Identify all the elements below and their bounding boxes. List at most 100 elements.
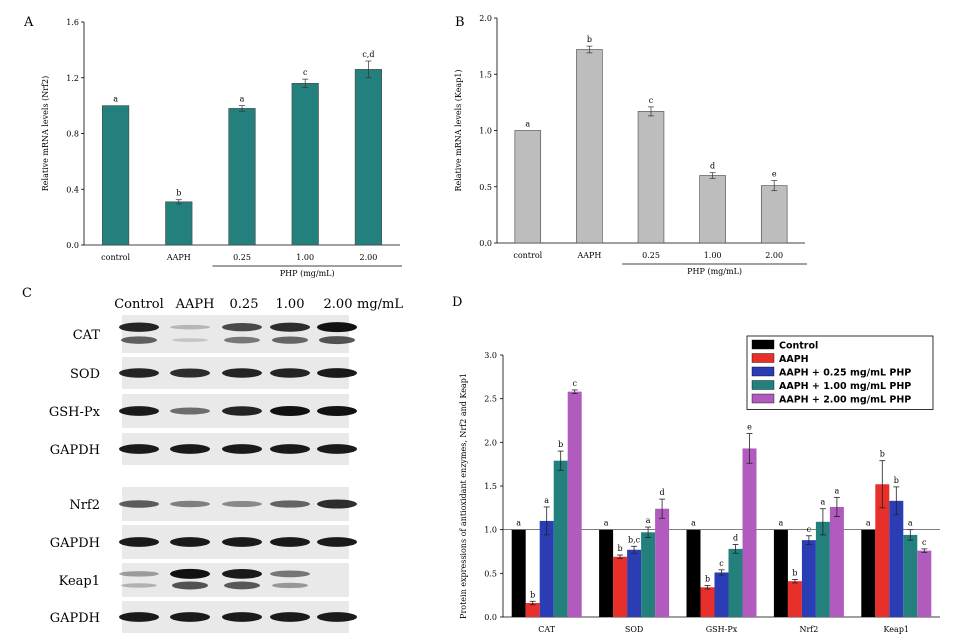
blot-row-label: SOD <box>70 367 100 382</box>
blot-strip-keap1 <box>122 563 349 597</box>
blot-band <box>170 368 210 378</box>
x-tick-label: control <box>513 251 542 260</box>
blot-band <box>270 322 310 332</box>
chart-a-nrf2-mrna: 0.0 0.4 0.8 1.2 1.6 a control b AAPH a 0.25 c 1.00 c,… <box>41 18 402 278</box>
group-label: PHP (mg/mL) <box>687 267 742 276</box>
bar-1.00 <box>699 175 726 244</box>
y-axis-label: Protein expressions of antioxidant enzym… <box>459 373 468 619</box>
significance-letter: c <box>719 559 724 568</box>
blot-band <box>170 324 210 330</box>
bar-nrf2-series-4 <box>829 506 844 617</box>
chart-b-keap1-mrna: 0.0 0.5 1.0 1.5 2.0 a control b AAPH c 0.25 d 1.00 e 2… <box>454 14 807 276</box>
blot-band-lower <box>172 338 208 342</box>
y-tick-label: 3.0 <box>484 351 497 360</box>
significance-letter: b <box>176 189 181 198</box>
x-tick-label: Keap1 <box>884 625 909 634</box>
legend-entry: AAPH + 2.00 mg/mL PHP <box>779 395 911 406</box>
bar-cat-series-0 <box>511 529 526 617</box>
legend-entry: AAPH + 0.25 mg/mL PHP <box>779 368 911 379</box>
blot-strip-nrf2 <box>122 487 349 521</box>
y-tick-label: 0.0 <box>484 613 497 622</box>
blot-band <box>222 368 262 378</box>
significance-letter: a <box>113 95 118 104</box>
blot-band <box>222 500 262 508</box>
bar-gsh-px-series-0 <box>686 529 701 617</box>
significance-letter: e <box>747 423 752 432</box>
blot-row-label: Nrf2 <box>69 498 100 513</box>
blot-row-label: GAPDH <box>50 611 100 626</box>
blot-band <box>222 612 262 622</box>
x-tick-label: GSH-Px <box>706 625 738 634</box>
x-tick-label: 1.00 <box>296 253 314 262</box>
blot-band <box>270 500 310 508</box>
significance-letter: b <box>705 575 710 584</box>
significance-letter: a <box>908 519 913 528</box>
x-tick-label: AAPH <box>576 251 601 260</box>
bar-keap1-series-1 <box>875 484 890 617</box>
significance-letter: b <box>587 35 592 44</box>
bar-nrf2-series-2 <box>801 540 816 617</box>
blot-row-label: GAPDH <box>50 443 100 458</box>
y-tick-label: 1.5 <box>479 70 492 79</box>
significance-letter: c <box>649 96 654 105</box>
blot-band <box>170 500 210 508</box>
significance-letter: d <box>660 488 665 497</box>
bar-0.25 <box>228 108 256 246</box>
blot-band <box>317 368 357 378</box>
significance-letter: c,d <box>362 50 374 59</box>
bar-gsh-px-series-2 <box>714 572 729 617</box>
bar-AAPH <box>165 201 193 246</box>
blot-band-lower <box>121 583 157 588</box>
blot-band <box>119 322 159 332</box>
x-tick-label: 1.00 <box>704 251 722 260</box>
bar-cat-series-3 <box>553 460 568 617</box>
bar-keap1-series-0 <box>861 529 876 617</box>
significance-letter: e <box>772 170 777 179</box>
bar-2.00 <box>760 185 788 244</box>
blot-band <box>119 368 159 378</box>
blot-band-lower <box>319 336 355 345</box>
bar-sod-series-2 <box>627 549 642 617</box>
bar-keap1-series-2 <box>889 500 904 617</box>
y-tick-label: 2.5 <box>484 395 497 404</box>
significance-letter: a <box>544 496 549 505</box>
panel-letter-a: A <box>23 15 34 30</box>
blot-band <box>317 499 357 509</box>
bar-gsh-px-series-3 <box>728 548 743 617</box>
significance-letter: d <box>733 534 738 543</box>
panel-letter-c: C <box>22 286 32 301</box>
legend-swatch <box>751 380 775 390</box>
bar-control <box>514 130 542 244</box>
blot-band <box>119 571 159 577</box>
blot-column-header: 0.25 <box>230 297 259 312</box>
blot-band <box>317 612 357 622</box>
x-tick-label: SOD <box>625 625 643 634</box>
bar-cat-series-4 <box>567 391 582 617</box>
y-axis-label: Relative mRNA levels (Keap1) <box>454 69 463 191</box>
blot-band <box>170 612 210 622</box>
significance-letter: b <box>530 590 535 599</box>
blot-row-label: GAPDH <box>50 536 100 551</box>
blot-band <box>270 612 310 622</box>
x-tick-label: 0.25 <box>233 253 251 262</box>
blot-band-lower <box>272 336 308 344</box>
x-tick-label: AAPH <box>166 253 191 262</box>
bar-sod-series-1 <box>613 556 628 617</box>
x-tick-label: CAT <box>538 625 555 634</box>
bar-sod-series-4 <box>655 508 670 617</box>
blot-column-header: 2.00 <box>324 297 353 312</box>
significance-letter: a <box>821 498 826 507</box>
bar-1.00 <box>291 83 319 246</box>
bar-control <box>102 105 130 246</box>
legend-entry: Control <box>779 341 818 352</box>
y-tick-label: 1.2 <box>66 74 79 83</box>
blot-band <box>222 569 262 579</box>
blot-band-lower <box>224 336 260 344</box>
blot-band <box>170 537 210 547</box>
blot-column-header: mg/mL <box>357 297 403 312</box>
significance-letter: a <box>604 519 609 528</box>
y-tick-label: 0.5 <box>484 569 497 578</box>
bar-0.25 <box>637 111 665 244</box>
blot-band <box>270 537 310 547</box>
